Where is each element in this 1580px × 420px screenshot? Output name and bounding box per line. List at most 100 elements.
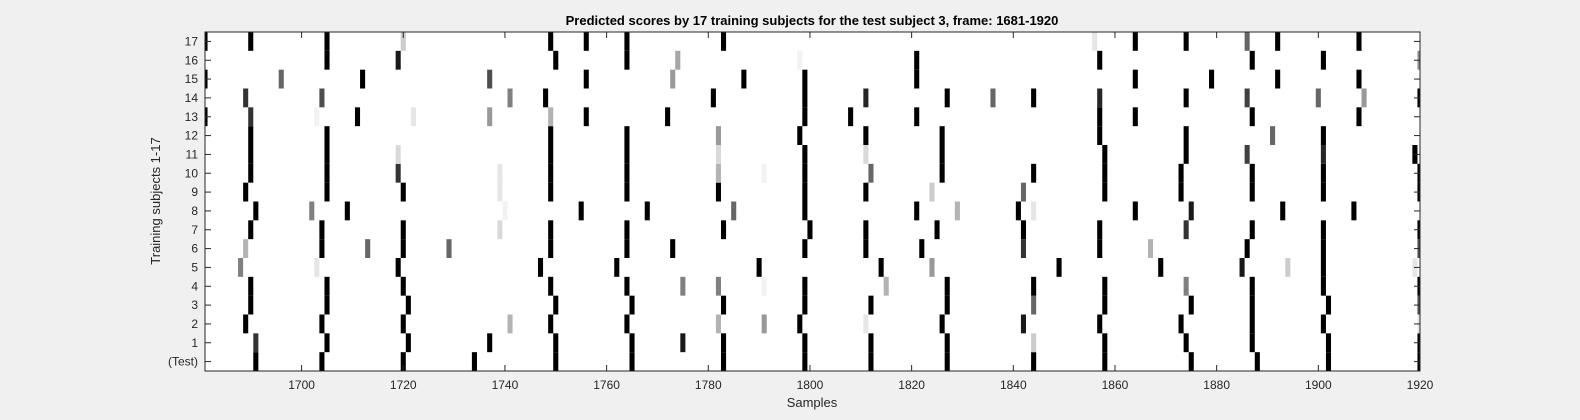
cell-row-14-mark-2 (507, 88, 513, 108)
cell-row-14-mark-4 (710, 88, 716, 108)
cell-row-11-mark-0 (248, 145, 254, 164)
cell-row-2-mark-13 (1178, 314, 1184, 334)
x-tick-label-9: 1880 (1203, 378, 1230, 392)
cell-row-14-mark-7 (944, 88, 950, 108)
cell-row-8-mark-2 (344, 201, 350, 221)
cell-row-1-mark-4 (553, 333, 559, 353)
cell-row-8-mark-12 (1132, 201, 1138, 221)
cell-row-13-mark-3 (354, 107, 361, 127)
cell-row-8-mark-3 (502, 201, 508, 221)
cell-row-1-mark-12 (1102, 333, 1108, 353)
x-tick-label-7: 1840 (1000, 378, 1027, 392)
cell-row-2-mark-9 (863, 314, 869, 334)
cell-row-1-mark-2 (405, 333, 411, 353)
cell-row-6-mark-7 (670, 239, 676, 258)
cell-row-7-mark-1 (319, 220, 325, 240)
y-tick-label-0: (Test) (168, 355, 198, 369)
cell-row-7-mark-7 (807, 220, 813, 240)
cell-row-15-mark-11 (1275, 69, 1281, 89)
cell-row-8-mark-14 (1280, 201, 1286, 221)
y-tick-label-16: 16 (185, 53, 199, 67)
cell-row-2-mark-1 (319, 314, 325, 334)
cell-row-13-mark-13 (1132, 107, 1138, 127)
cell-row-10-mark-8 (802, 163, 808, 183)
cell-row-8-mark-6 (731, 201, 737, 221)
cell-row-12-mark-5 (797, 126, 803, 145)
cell-row-10-mark-5 (624, 163, 630, 183)
cell-row-11-mark-12 (1320, 145, 1326, 164)
cell-row-7-mark-2 (400, 220, 406, 240)
cell-row-14-mark-11 (1183, 88, 1189, 108)
cell-row-2-mark-15 (1320, 314, 1326, 334)
cell-row-10-mark-7 (761, 163, 767, 183)
x-tick-label-0: 1700 (288, 378, 315, 392)
cell-row-7-mark-9 (934, 220, 940, 240)
cell-row-2-mark-0 (243, 314, 249, 334)
cell-row-0-mark-14 (1325, 352, 1332, 371)
cell-row-10-mark-0 (248, 163, 254, 183)
cell-row-11-mark-6 (802, 145, 808, 164)
cell-row-6-mark-4 (446, 239, 452, 258)
cell-row-12-mark-0 (248, 126, 254, 145)
cell-row-17-mark-1 (248, 32, 254, 51)
cell-row-12-mark-10 (1270, 126, 1276, 145)
cell-row-2-mark-12 (1097, 314, 1103, 334)
cell-row-8-mark-0 (253, 201, 259, 221)
cell-row-12-mark-2 (548, 126, 554, 145)
cell-row-6-mark-2 (365, 239, 371, 258)
cell-row-7-mark-13 (1249, 220, 1255, 240)
cell-row-9-mark-13 (1249, 182, 1255, 202)
cell-row-3-mark-9 (1031, 295, 1037, 315)
cell-row-9-mark-9 (929, 182, 935, 202)
cell-row-10-mark-12 (1102, 163, 1108, 183)
cell-row-13-mark-15 (1356, 107, 1362, 127)
cell-row-11-mark-9 (1102, 145, 1108, 164)
cell-row-9-mark-5 (624, 182, 630, 202)
cell-row-4-mark-7 (761, 276, 767, 296)
x-axis-ticks: 1700 1720 1740 1760 1780 1800 1820 1840 1860 1880… (288, 32, 1434, 392)
cell-row-1-mark-3 (487, 333, 493, 353)
cell-row-7-mark-12 (1183, 220, 1189, 240)
cell-row-8-mark-7 (802, 201, 808, 221)
cell-row-10-mark-2 (395, 163, 401, 183)
y-tick-label-5: 5 (191, 260, 198, 274)
y-tick-label-7: 7 (191, 223, 198, 237)
cell-row-1-mark-8 (802, 333, 808, 353)
cell-row-6-mark-1 (319, 239, 325, 258)
y-tick-label-12: 12 (185, 129, 199, 143)
cell-row-17-mark-4 (548, 32, 554, 51)
cell-row-0-mark-5 (629, 352, 635, 371)
cell-row-8-mark-15 (1351, 201, 1357, 221)
cell-row-5-mark-12 (1320, 258, 1326, 277)
cell-row-0-mark-13 (1254, 352, 1260, 371)
x-tick-label-6: 1820 (898, 378, 925, 392)
cell-row-9-mark-2 (400, 182, 406, 202)
y-tick-label-8: 8 (191, 204, 198, 218)
cell-row-9-mark-8 (863, 182, 869, 202)
cell-row-15-mark-7 (802, 69, 808, 89)
cell-row-9-mark-0 (243, 182, 249, 202)
cell-row-6-mark-9 (863, 239, 869, 258)
cell-row-1-mark-5 (629, 333, 635, 353)
cell-row-4-mark-9 (883, 276, 889, 296)
cell-row-5-mark-5 (756, 258, 762, 277)
cell-row-7-mark-10 (1020, 220, 1027, 240)
cell-row-3-mark-4 (629, 295, 635, 315)
cell-row-0-mark-4 (553, 352, 559, 371)
cell-row-0-mark-2 (400, 352, 406, 371)
cell-row-1-mark-0 (253, 333, 259, 353)
cell-row-3-mark-6 (802, 295, 808, 315)
cell-row-17-mark-11 (1244, 32, 1250, 51)
cell-row-10-mark-10 (939, 163, 945, 183)
y-tick-label-4: 4 (191, 279, 198, 293)
cell-row-3-mark-8 (944, 295, 950, 315)
cell-row-3-mark-0 (248, 295, 254, 315)
cell-row-7-mark-0 (248, 220, 254, 240)
cell-row-8-mark-13 (1188, 201, 1194, 221)
cell-row-5-mark-0 (238, 258, 244, 277)
cell-row-13-mark-9 (802, 107, 808, 127)
cell-row-6-mark-13 (1148, 239, 1154, 258)
y-tick-label-9: 9 (191, 185, 198, 199)
